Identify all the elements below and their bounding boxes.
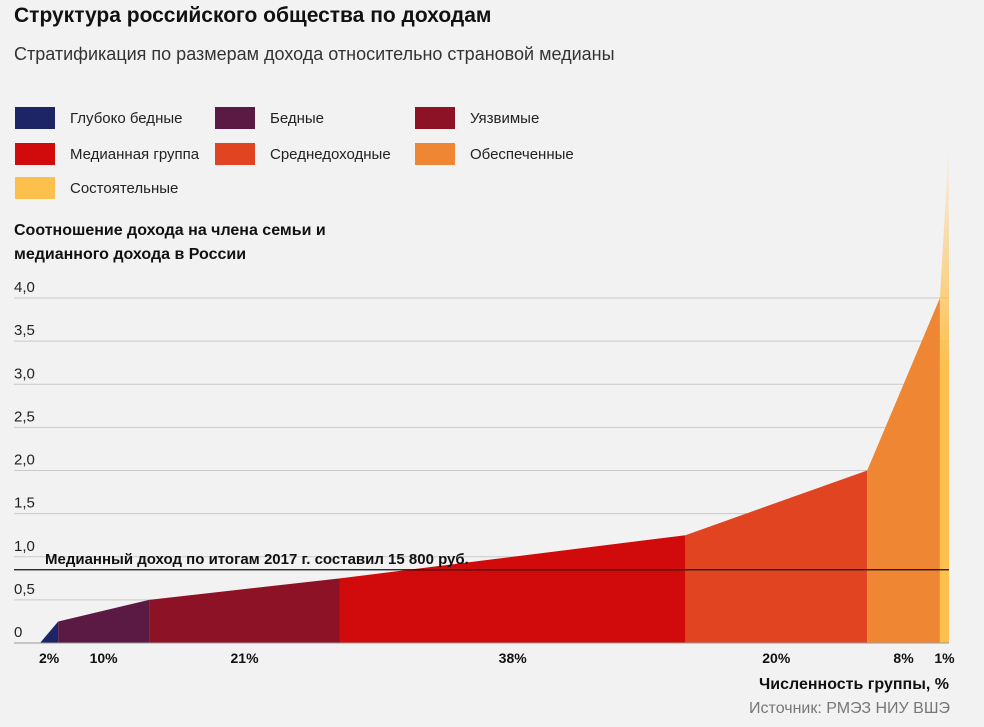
- legend-item: Бедные: [215, 107, 324, 129]
- y-tick-label: 1,0: [14, 538, 35, 555]
- legend-label: Обеспеченные: [470, 145, 574, 163]
- legend-label: Уязвимые: [470, 109, 540, 127]
- y-tick-label: 0: [14, 624, 22, 641]
- y-tick-label: 4,0: [14, 279, 35, 296]
- chart-title: Структура российского общества по дохода…: [14, 4, 492, 27]
- area-segment: [40, 621, 59, 643]
- legend-item: Глубоко бедные: [15, 107, 182, 129]
- legend-item: Медианная группа: [15, 143, 199, 165]
- x-share-label: 2%: [39, 650, 60, 666]
- x-share-label: 20%: [762, 650, 791, 666]
- x-axis-title: Численность группы, %: [759, 676, 949, 693]
- legend-item: Состоятельные: [15, 177, 178, 199]
- area-segment: [939, 140, 949, 643]
- legend-swatch: [415, 143, 455, 165]
- area-segment: [685, 470, 868, 643]
- legend-swatch: [15, 107, 55, 129]
- legend-item: Среднедоходные: [215, 143, 391, 165]
- legend-item: Обеспеченные: [415, 143, 574, 165]
- area-segment: [149, 578, 340, 643]
- legend-label: Медианная группа: [70, 145, 200, 163]
- y-tick-label: 3,5: [14, 322, 35, 339]
- legend-swatch: [215, 143, 255, 165]
- y-tick-label: 1,5: [14, 495, 35, 512]
- x-share-label: 21%: [231, 650, 260, 666]
- legend-label: Бедные: [270, 109, 325, 127]
- x-share-label: 1%: [934, 650, 955, 666]
- legend-swatch: [415, 107, 455, 129]
- legend-swatch: [215, 107, 255, 129]
- legend-swatch: [15, 143, 55, 165]
- area-segment: [867, 298, 940, 643]
- median-line-label: Медианный доход по итогам 2017 г. состав…: [45, 551, 469, 568]
- chart-subtitle: Стратификация по размерам дохода относит…: [14, 44, 615, 64]
- x-share-label: 8%: [893, 650, 914, 666]
- legend-label: Состоятельные: [70, 179, 179, 197]
- y-tick-label: 0,5: [14, 581, 35, 598]
- y-tick-label: 3,0: [14, 365, 35, 382]
- legend-label: Глубоко бедные: [70, 109, 183, 127]
- x-share-label: 10%: [90, 650, 119, 666]
- legend-label: Среднедоходные: [270, 145, 391, 163]
- legend-swatch: [15, 177, 55, 199]
- x-share-label: 38%: [499, 650, 528, 666]
- area-segment: [339, 535, 686, 643]
- y-tick-label: 2,0: [14, 452, 35, 469]
- y-axis-label: Соотношение дохода на члена семьи и меди…: [14, 222, 326, 263]
- y-tick-label: 2,5: [14, 408, 35, 425]
- source-note: Источник: РМЭЗ НИУ ВШЭ: [749, 700, 950, 717]
- area-segment: [58, 599, 150, 643]
- legend-item: Уязвимые: [415, 107, 539, 129]
